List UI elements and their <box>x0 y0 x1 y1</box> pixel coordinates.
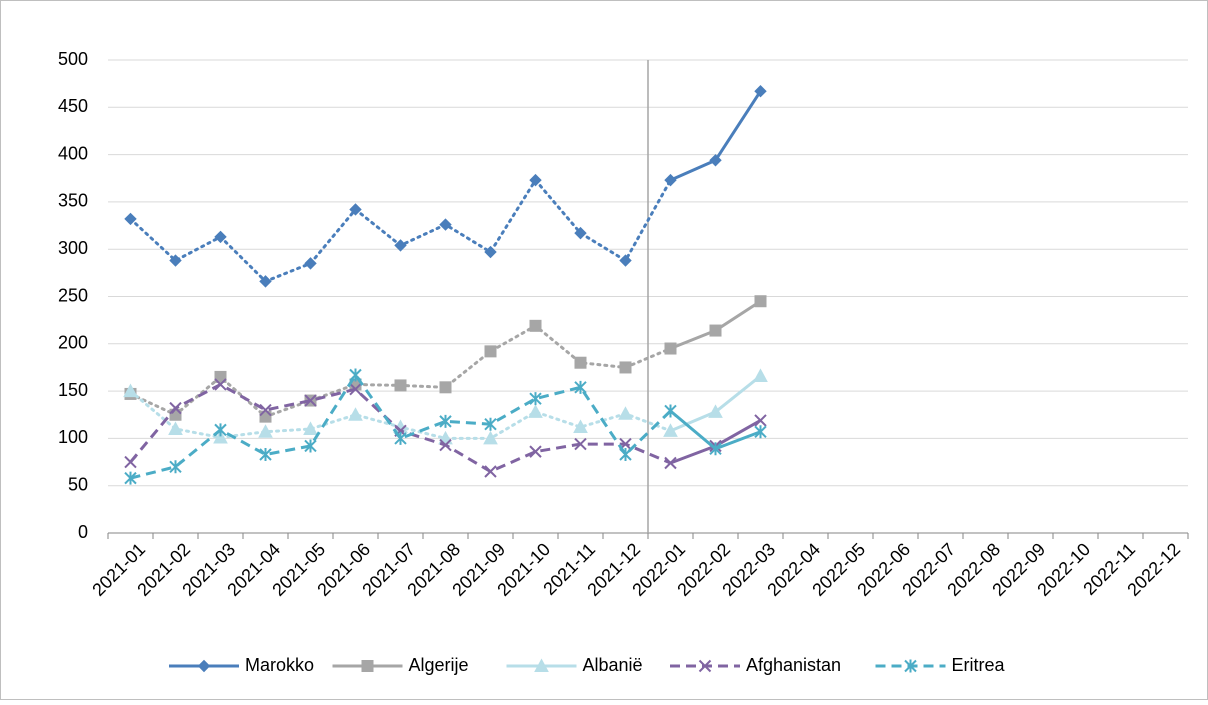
y-tick-label: 100 <box>58 427 88 447</box>
y-tick-label: 350 <box>58 191 88 211</box>
marker <box>394 239 407 252</box>
marker <box>214 378 227 391</box>
marker <box>484 245 497 259</box>
marker <box>619 447 632 461</box>
marker <box>197 659 211 673</box>
marker <box>394 431 407 445</box>
marker <box>214 370 227 383</box>
legend-label: Marokko <box>245 655 314 675</box>
marker <box>664 173 677 187</box>
marker <box>709 154 722 167</box>
legend-label: Afghanistan <box>746 655 841 675</box>
marker <box>124 471 137 485</box>
marker <box>904 659 917 673</box>
marker <box>169 460 182 474</box>
marker <box>698 659 712 673</box>
marker <box>303 421 318 435</box>
marker <box>753 368 768 382</box>
marker <box>168 421 183 435</box>
y-tick-label: 450 <box>58 96 88 116</box>
marker <box>483 430 498 445</box>
marker <box>439 414 452 428</box>
legend-item: Afghanistan <box>670 655 841 675</box>
marker <box>349 383 362 396</box>
marker <box>304 439 317 453</box>
legend-item: Eritrea <box>875 655 1006 675</box>
y-tick-label: 0 <box>78 522 88 542</box>
marker <box>439 438 452 452</box>
marker <box>534 658 549 672</box>
marker <box>708 404 723 418</box>
marker <box>304 257 317 270</box>
marker <box>349 203 362 216</box>
marker <box>754 295 767 308</box>
marker <box>124 212 137 226</box>
legend-item: Algerije <box>332 655 469 675</box>
legend-item: Albanië <box>506 655 643 675</box>
marker <box>529 173 542 187</box>
marker <box>214 423 227 437</box>
marker <box>529 319 542 332</box>
marker <box>754 425 767 439</box>
y-tick-label: 150 <box>58 380 88 400</box>
y-tick-label: 250 <box>58 285 88 305</box>
marker <box>619 361 632 374</box>
marker <box>619 254 632 267</box>
marker <box>664 404 677 418</box>
y-tick-label: 300 <box>58 238 88 258</box>
marker <box>529 392 542 406</box>
marker <box>394 379 407 392</box>
marker <box>754 85 767 98</box>
marker <box>574 437 587 451</box>
y-tick-label: 500 <box>58 49 88 69</box>
marker <box>259 447 272 461</box>
marker <box>349 368 362 382</box>
marker <box>484 345 497 358</box>
marker <box>574 226 587 240</box>
marker <box>484 417 497 431</box>
marker <box>618 406 633 420</box>
legend-label: Albanië <box>583 655 643 675</box>
marker <box>124 455 137 469</box>
marker <box>529 445 542 458</box>
marker <box>169 401 182 415</box>
marker <box>574 356 587 369</box>
marker <box>663 423 678 437</box>
marker <box>304 394 317 407</box>
marker <box>258 424 273 438</box>
y-tick-label: 50 <box>68 474 88 494</box>
marker <box>259 403 272 417</box>
y-tick-label: 200 <box>58 333 88 353</box>
marker <box>574 380 587 394</box>
legend-label: Algerije <box>409 655 469 675</box>
marker <box>754 414 767 427</box>
marker <box>214 230 227 244</box>
marker <box>361 660 374 672</box>
marker <box>484 465 497 478</box>
marker <box>439 218 452 231</box>
marker <box>709 324 722 337</box>
marker <box>664 456 677 470</box>
legend-label: Eritrea <box>952 655 1006 675</box>
marker <box>259 275 272 288</box>
marker <box>123 383 138 398</box>
legend-item: Marokko <box>169 655 314 675</box>
marker <box>213 429 228 444</box>
marker <box>439 381 452 394</box>
marker <box>348 407 363 421</box>
marker <box>709 442 722 456</box>
y-tick-label: 400 <box>58 143 88 163</box>
marker <box>169 254 182 267</box>
marker <box>573 419 588 434</box>
marker <box>528 404 543 418</box>
marker <box>664 342 677 355</box>
